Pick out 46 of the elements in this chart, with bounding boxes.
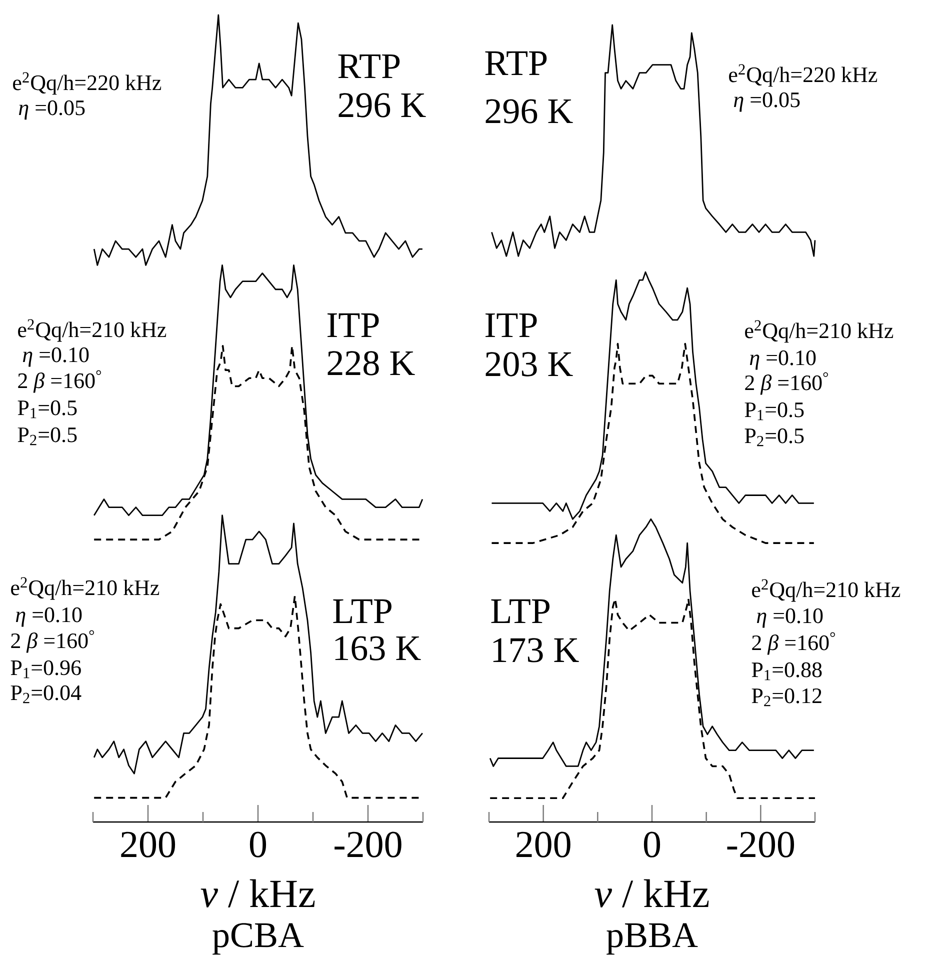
annotation: ITP: [328, 313, 379, 337]
annotation: P$_{2}$=0.12: [752, 688, 822, 706]
annotation: 2 β =160$^{°}$: [11, 630, 94, 653]
annotation: η =0.10: [750, 350, 816, 370]
x-tick-label: -200: [334, 832, 402, 858]
annotation: 2 β =160$^{°}$: [18, 370, 101, 393]
annotation: P$_{1}$=0.5: [744, 402, 804, 420]
text: η =0.10: [22, 347, 89, 367]
annotation: 203 K: [486, 352, 573, 376]
annotation: e$^{2}$Qq/h=220 kHz: [729, 64, 878, 87]
annotation: 296 K: [338, 93, 426, 118]
text: P$_{1}$=0.5: [18, 400, 77, 418]
annotation: 163 K: [335, 636, 421, 660]
text: pBBA: [606, 923, 698, 955]
annotation: 2 β =160$^{°}$: [745, 372, 828, 395]
annotation: LTP: [491, 599, 550, 623]
text: η =0.10: [16, 607, 82, 627]
text: η =0.05: [18, 100, 85, 120]
annotation: e$^{2}$Qq/h=210 kHz: [745, 320, 894, 343]
annotation: LTP: [333, 599, 392, 624]
annotation: e$^{2}$Qq/h=210 kHz: [18, 319, 166, 342]
annotation: RTP: [338, 54, 400, 78]
annotation: 173 K: [493, 638, 579, 662]
text: pCBA: [212, 923, 304, 955]
annotation: RTP: [485, 51, 547, 75]
text: P$_{2}$=0.04: [10, 685, 82, 704]
annotation: η =0.10: [756, 608, 823, 628]
annotation: 296 K: [486, 99, 573, 124]
x-tick-label: 200: [121, 832, 176, 858]
text: P$_{1}$=0.96: [10, 660, 81, 678]
x-axis-title: ν / kHz: [594, 879, 709, 908]
annotation: ITP: [486, 313, 537, 338]
x-tick-label: 200: [516, 832, 570, 858]
annotation: P$_{1}$=0.88: [752, 662, 822, 680]
x-tick-label: 0: [644, 832, 660, 858]
annotation: 228 K: [328, 351, 415, 376]
text: P$_{2}$=0.5: [18, 427, 77, 446]
annotation: e$^{2}$Qq/h=210 kHz: [752, 579, 900, 602]
annotation: 2 β =160$^{°}$: [752, 632, 835, 655]
x-tick-label: -200: [727, 832, 794, 858]
annotation: P$_{2}$=0.5: [744, 428, 804, 446]
x-axis-title: ν / kHz: [200, 879, 315, 908]
annotation: e$^{2}$Qq/h=210 kHz: [11, 577, 160, 600]
annotation: η =0.05: [734, 92, 800, 112]
x-tick-label: 0: [250, 832, 266, 858]
annotation: e$^{2}$Qq/h=220 kHz: [13, 72, 162, 95]
